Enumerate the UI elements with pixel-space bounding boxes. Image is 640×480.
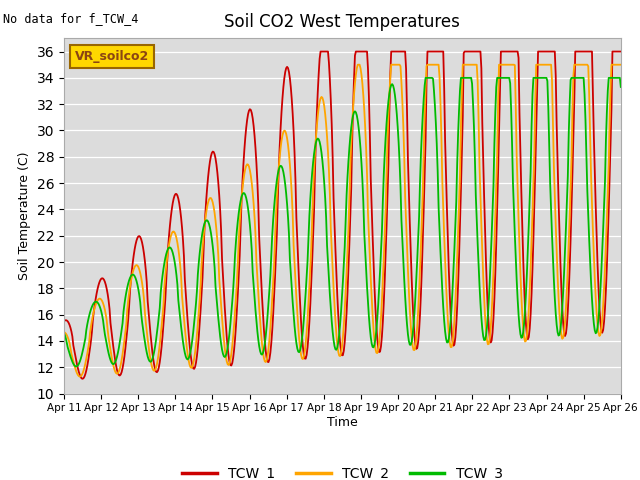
TCW_2 — [76, 374, 84, 380]
TCW_1 — [390, 48, 398, 54]
X-axis label: Time: Time — [327, 416, 358, 429]
TCW_2 — [159, 302, 167, 308]
Line: TCW_3: TCW_3 — [64, 78, 621, 367]
TCW_1 — [313, 110, 321, 116]
Y-axis label: Soil Temperature (C): Soil Temperature (C) — [18, 152, 31, 280]
TCW_1 — [159, 322, 167, 328]
TCW_1 — [434, 48, 442, 54]
TCW_1 — [317, 48, 324, 54]
TCW_2 — [481, 314, 489, 320]
TCW_3 — [60, 330, 68, 336]
Line: TCW_1: TCW_1 — [64, 51, 621, 379]
TCW_1 — [481, 229, 489, 235]
TCW_3 — [389, 83, 397, 88]
TCW_2 — [354, 62, 362, 68]
TCW_1 — [79, 376, 86, 382]
TCW_1 — [204, 174, 212, 180]
TCW_3 — [617, 84, 625, 90]
TCW_2 — [617, 62, 625, 68]
TCW_3 — [159, 266, 167, 272]
TCW_3 — [481, 337, 489, 343]
TCW_3 — [72, 364, 80, 370]
TCW_2 — [60, 329, 68, 335]
TCW_2 — [390, 62, 398, 68]
TCW_3 — [434, 168, 442, 174]
Text: VR_soilco2: VR_soilco2 — [75, 50, 149, 63]
Line: TCW_2: TCW_2 — [64, 65, 621, 377]
TCW_3 — [313, 137, 321, 143]
TCW_2 — [204, 200, 212, 205]
TCW_3 — [204, 218, 212, 224]
Legend: TCW_1, TCW_2, TCW_3: TCW_1, TCW_2, TCW_3 — [177, 461, 508, 480]
TCW_2 — [313, 123, 321, 129]
TCW_3 — [422, 75, 429, 81]
TCW_1 — [60, 318, 68, 324]
TCW_2 — [434, 62, 442, 68]
Text: No data for f_TCW_4: No data for f_TCW_4 — [3, 12, 139, 25]
Title: Soil CO2 West Temperatures: Soil CO2 West Temperatures — [225, 13, 460, 31]
TCW_1 — [617, 48, 625, 54]
